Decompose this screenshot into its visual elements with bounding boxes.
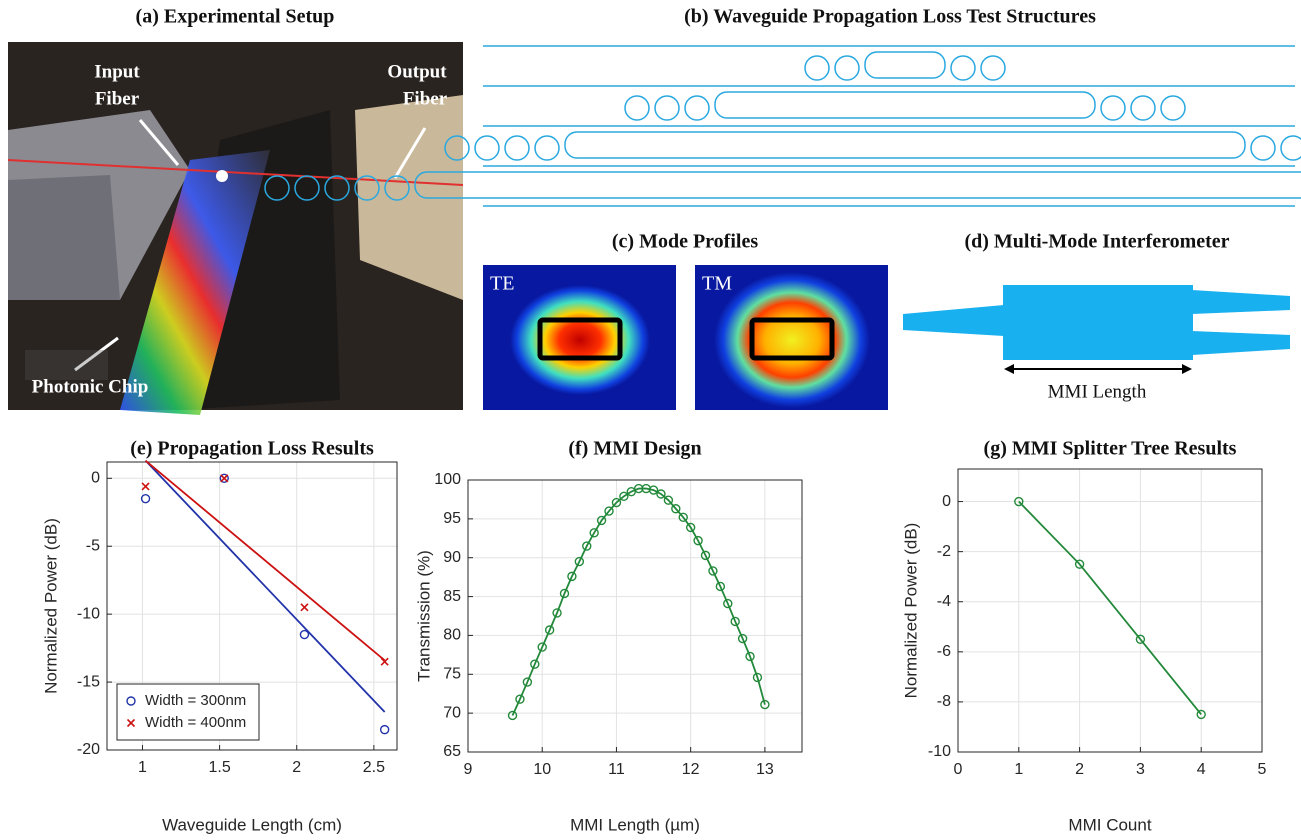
photo-label: Output: [387, 61, 447, 82]
dimension-arrow: [1004, 364, 1192, 374]
mmi-diagram: [903, 285, 1290, 360]
x-axis-label: MMI Count: [1068, 815, 1151, 834]
photo: [8, 42, 463, 415]
marker: [142, 483, 149, 490]
y-axis-label: Transmission (%): [414, 550, 433, 682]
x-axis-label: MMI Length (µm): [570, 815, 700, 834]
x-tick-label: 4: [1197, 761, 1206, 778]
y-tick-label: -15: [77, 673, 100, 690]
loop: [805, 56, 829, 80]
y-tick-label: 90: [443, 549, 461, 566]
y-tick-label: 80: [443, 627, 461, 644]
photo-label: Photonic Chip: [32, 376, 149, 397]
dimension-label: MMI Length: [1048, 381, 1147, 402]
y-tick-label: 95: [443, 510, 461, 527]
legend-label: Width = 400nm: [145, 714, 246, 731]
panel-title: (b) Waveguide Propagation Loss Test Stru…: [684, 6, 1096, 28]
series-line: [146, 461, 385, 661]
x-tick-label: 1.5: [208, 759, 230, 776]
y-tick-label: 85: [443, 588, 461, 605]
y-tick-label: 0: [942, 493, 951, 510]
photo-label: Fiber: [403, 88, 448, 109]
x-tick-label: 12: [682, 761, 700, 778]
y-tick-label: -2: [937, 543, 951, 560]
y-tick-label: -6: [937, 643, 951, 660]
mode-profile: [483, 265, 888, 410]
panel-title: (a) Experimental Setup: [136, 6, 335, 28]
x-tick-label: 2: [292, 759, 301, 776]
y-tick-label: 70: [443, 704, 461, 721]
y-tick-label: -4: [937, 593, 951, 610]
loop: [535, 136, 559, 160]
marker: [381, 726, 389, 734]
racetrack: [565, 132, 1245, 158]
y-tick-label: 0: [91, 470, 100, 487]
x-tick-label: 2: [1075, 761, 1084, 778]
series-line: [1019, 502, 1201, 715]
y-tick-label: 75: [443, 666, 461, 683]
chart-title: (e) Propagation Loss Results: [130, 438, 374, 460]
y-tick-label: -10: [77, 605, 100, 622]
y-axis-label: Normalized Power (dB): [901, 523, 920, 699]
loop: [1281, 136, 1301, 160]
x-tick-label: 13: [756, 761, 774, 778]
loop: [1131, 96, 1155, 120]
y-tick-label: 100: [434, 471, 461, 488]
figure: (a) Experimental Setup Input Fiber Outpu…: [0, 0, 1301, 840]
loop: [1161, 96, 1185, 120]
x-tick-label: 0: [954, 761, 963, 778]
series-line: [146, 461, 385, 712]
x-tick-label: 11: [608, 761, 625, 778]
marker: [301, 604, 308, 611]
loop: [981, 56, 1005, 80]
panel-title: (d) Multi-Mode Interferometer: [964, 231, 1229, 253]
x-tick-label: 5: [1258, 761, 1267, 778]
loop: [1251, 136, 1275, 160]
plot-frame: [958, 469, 1262, 752]
y-axis-label: Normalized Power (dB): [41, 518, 60, 694]
y-tick-label: 65: [443, 743, 461, 760]
mode-label: TE: [490, 273, 514, 295]
chart-title: (f) MMI Design: [568, 438, 701, 460]
loop: [655, 96, 679, 120]
x-tick-label: 1: [1014, 761, 1023, 778]
loop: [685, 96, 709, 120]
y-tick-label: -8: [937, 693, 951, 710]
loop: [625, 96, 649, 120]
legend-label: Width = 300nm: [145, 692, 246, 709]
loop: [835, 56, 859, 80]
y-tick-label: -20: [77, 741, 100, 758]
x-tick-label: 9: [464, 761, 473, 778]
racetrack: [865, 52, 945, 78]
x-tick-label: 2.5: [363, 759, 385, 776]
photo-label: Fiber: [95, 88, 140, 109]
photo-label: Input: [94, 61, 140, 82]
racetrack: [415, 172, 1301, 198]
racetrack: [715, 92, 1095, 118]
x-tick-label: 10: [533, 761, 551, 778]
y-tick-label: -5: [86, 537, 100, 554]
panel-title: (c) Mode Profiles: [612, 231, 758, 253]
series-line: [513, 489, 765, 716]
loop: [1101, 96, 1125, 120]
x-tick-label: 3: [1136, 761, 1145, 778]
plot-frame: [468, 480, 802, 752]
y-tick-label: -10: [928, 743, 951, 760]
x-axis-label: Waveguide Length (cm): [162, 815, 342, 834]
mode-label: TM: [702, 273, 732, 295]
x-tick-label: 1: [138, 759, 147, 776]
loop: [951, 56, 975, 80]
chart-title: (g) MMI Splitter Tree Results: [984, 438, 1237, 460]
loop: [475, 136, 499, 160]
loop: [505, 136, 529, 160]
